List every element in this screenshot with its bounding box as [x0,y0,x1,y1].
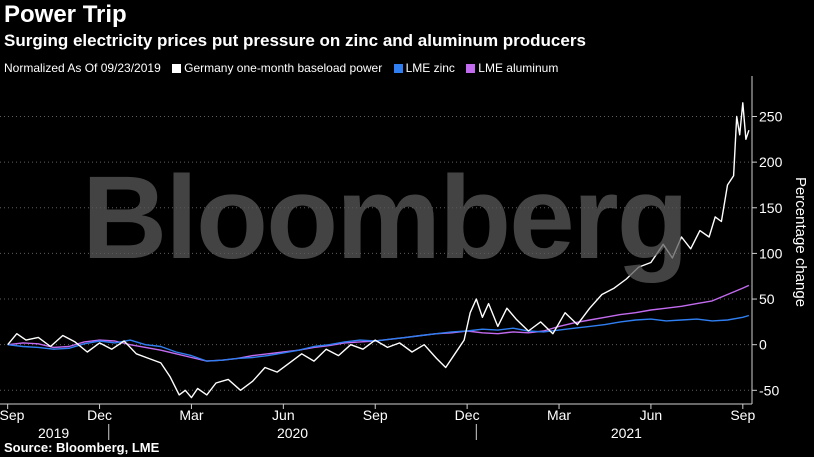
y-tick-label: -50 [759,382,779,398]
x-tick-label: Dec [87,407,112,423]
series-line-power [7,102,750,399]
chart-title: Power Trip [4,1,127,28]
legend-swatch-power [172,64,182,73]
legend-item-aluminum: LME aluminum [466,61,558,75]
x-tick-label: Jun [640,407,663,423]
legend-item-zinc: LME zinc [393,61,455,75]
legend-label-zinc: LME zinc [405,61,455,75]
y-tick-label: 50 [759,291,775,307]
legend-label-power: Germany one-month baseload power [184,61,383,75]
source-note: Source: Bloomberg, LME [4,440,160,455]
chart-subtitle: Surging electricity prices put pressure … [4,31,586,50]
x-tick-label: Dec [455,407,480,423]
x-tick-label: Sep [0,407,25,423]
y-tick-label: 0 [759,337,767,353]
series-line-zinc [7,314,750,362]
series-line-aluminum [7,284,750,362]
y-tick-label: 100 [759,245,783,261]
x-tick-label: Jun [272,407,295,423]
y-axis-title: Percentage change [792,177,809,307]
legend-swatch-aluminum [466,64,476,73]
x-tick-label: Sep [730,407,755,423]
x-tick-label: Mar [547,407,571,423]
x-tick-label: Mar [179,407,203,423]
legend: Normalized As Of 09/23/2019 Germany one-… [4,61,566,75]
legend-swatch-zinc [393,64,403,73]
y-tick-label: 200 [759,154,783,170]
x-tick-label: Sep [363,407,388,423]
year-label: 2020 [277,425,308,441]
y-tick-label: 150 [759,200,783,216]
legend-item-power: Germany one-month baseload power [172,61,382,75]
y-tick-label: 250 [759,109,783,125]
year-label: 2021 [611,425,642,441]
legend-label-aluminum: LME aluminum [478,61,559,75]
year-label: 2019 [38,425,69,441]
normalization-note: Normalized As Of 09/23/2019 [4,61,161,75]
